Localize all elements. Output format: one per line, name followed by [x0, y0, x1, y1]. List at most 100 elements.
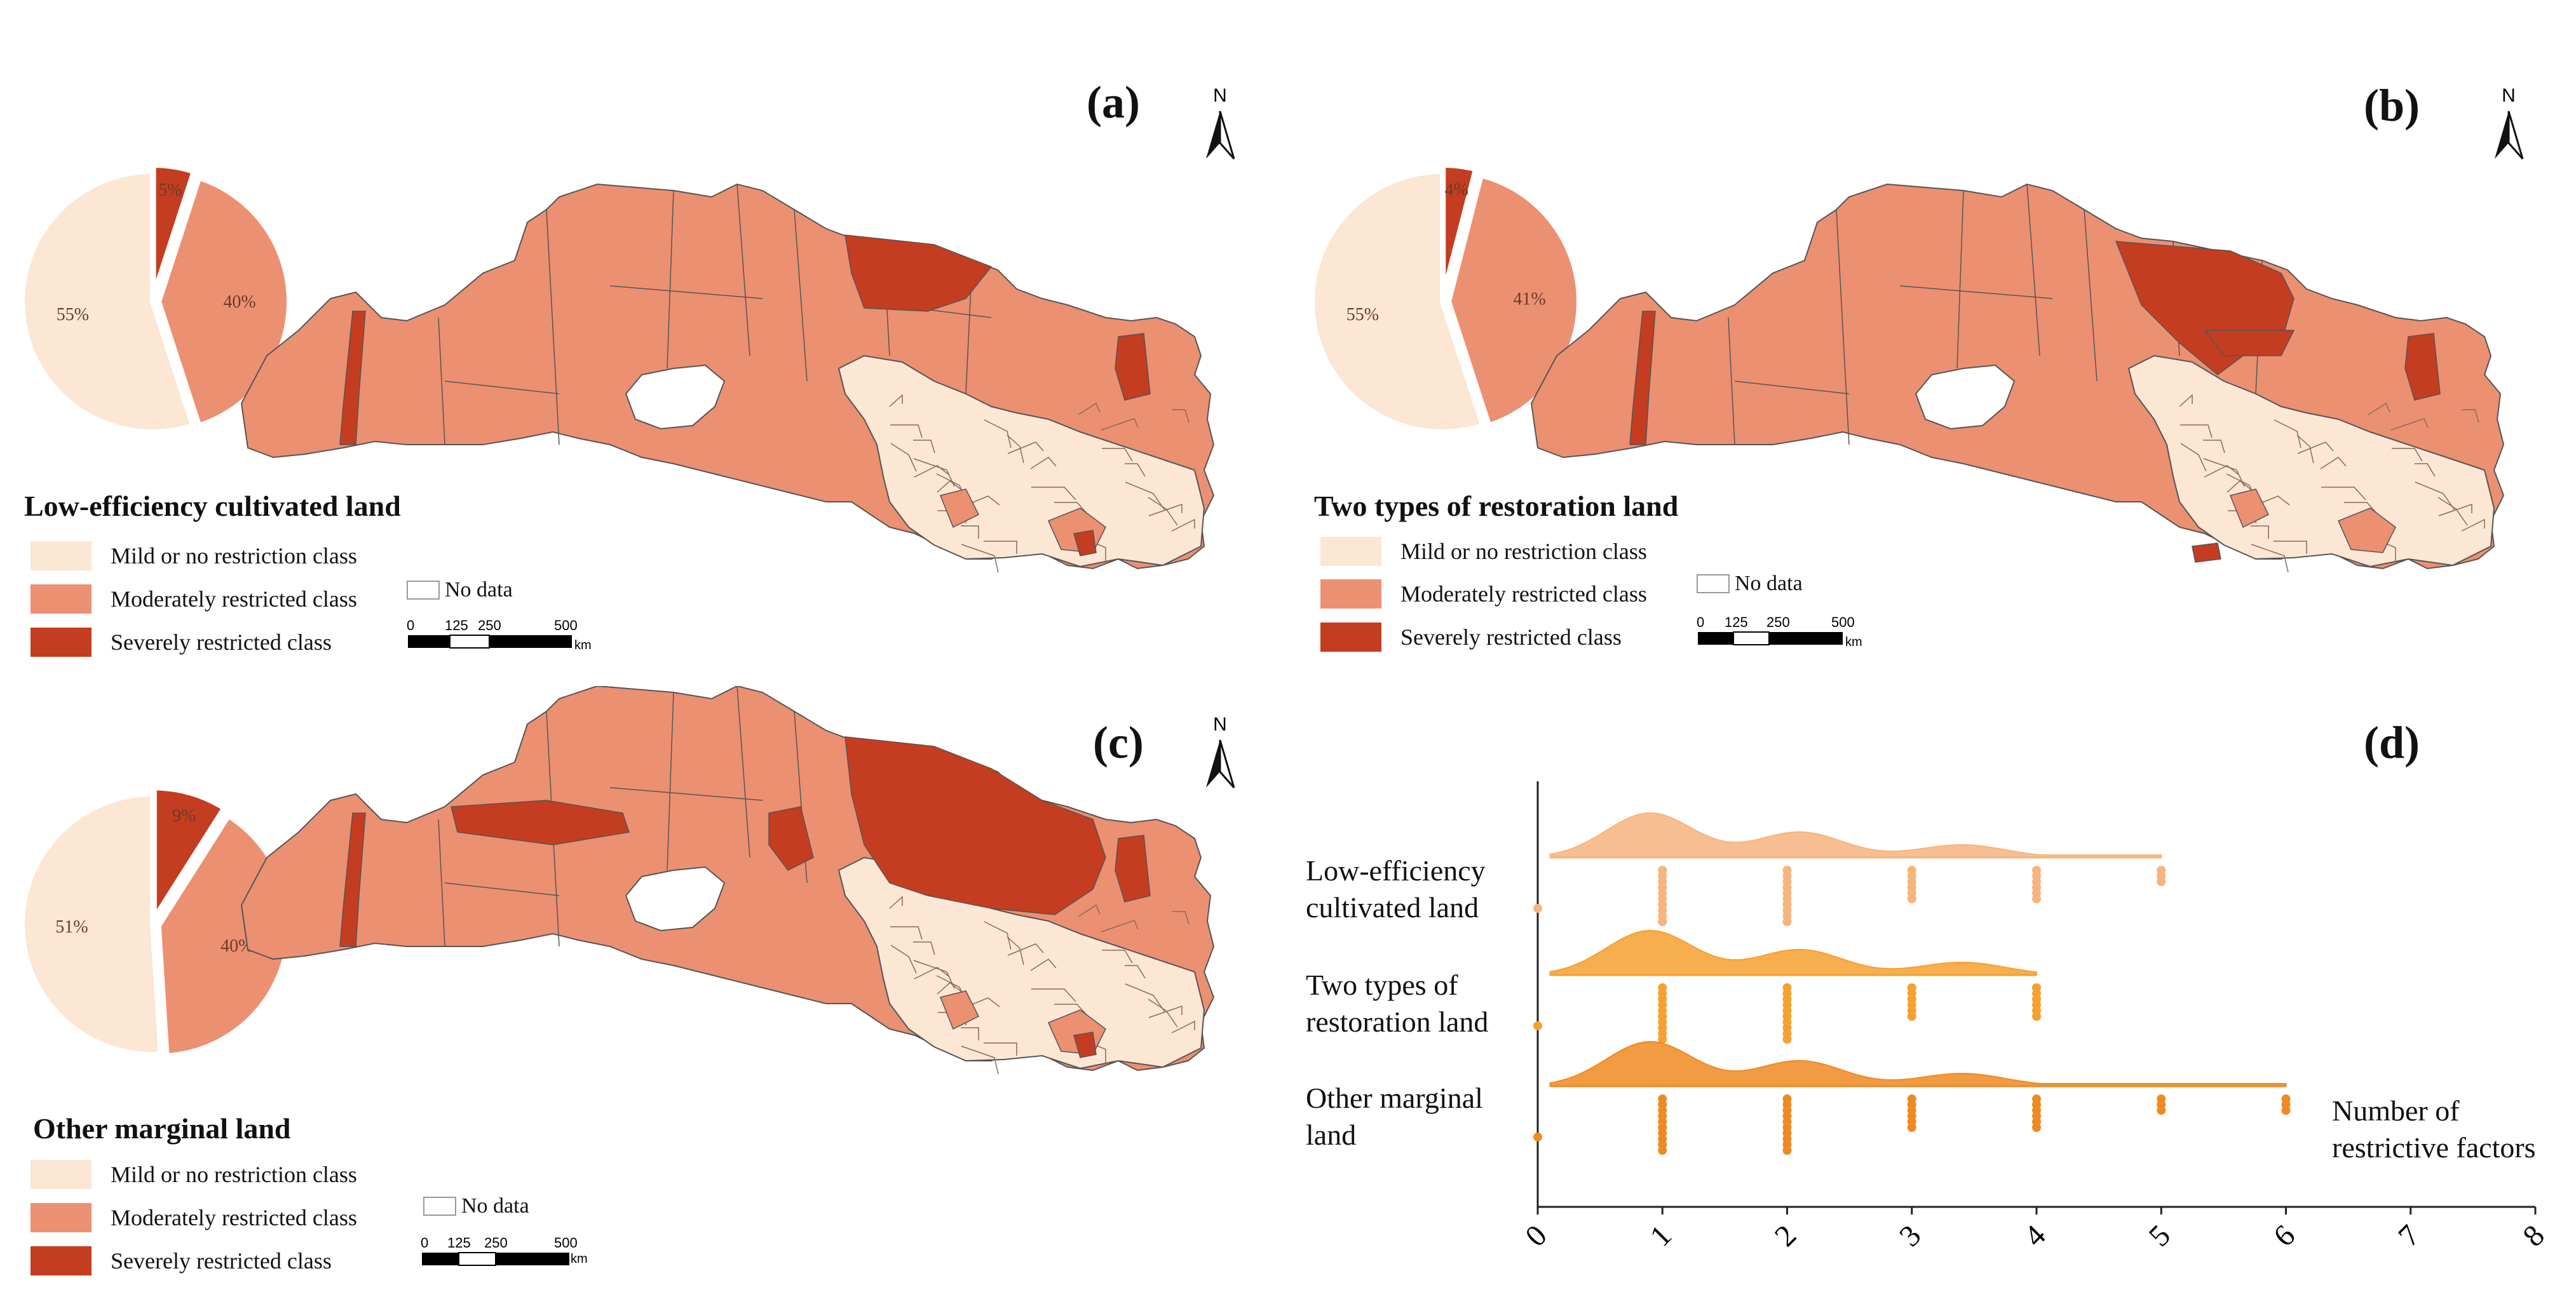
svg-text:500: 500 — [554, 617, 578, 633]
density-cloud — [1549, 929, 2037, 976]
svg-text:N: N — [2502, 85, 2516, 106]
panel-c: 9% 40% 51% N (c) Other marginal land Mild … — [0, 686, 1271, 1292]
series-2 — [1533, 929, 2041, 1044]
pie-label-severe: 4% — [1445, 180, 1468, 199]
pie-label-mild: 55% — [1346, 305, 1379, 325]
nodata-legend-c: No data — [423, 1194, 529, 1218]
rain-point — [2157, 1106, 2166, 1115]
rain-point — [1658, 1146, 1667, 1155]
pie-slice-severe — [151, 163, 197, 297]
svg-text:km: km — [571, 1252, 588, 1266]
rain-point — [1907, 1123, 1916, 1132]
scale-bar-b: 0 125 250 500 km — [1697, 614, 1862, 649]
svg-text:500: 500 — [554, 1235, 578, 1251]
map-region-b — [1530, 183, 2505, 573]
pie-slice-moderate — [1446, 172, 1582, 429]
rain-point — [1782, 917, 1792, 926]
scale-bar-c: 0 125 250 500 km — [421, 1235, 588, 1266]
x-axis-title: Number of restrictive factors — [2332, 1094, 2536, 1164]
svg-text:250: 250 — [484, 1235, 508, 1251]
pie-chart-b: 4% 41% 55% — [1310, 163, 1582, 434]
pie-chart-c: 9%40%51% — [20, 785, 292, 1059]
pie-slice-mild — [1310, 168, 1486, 434]
north-arrow-c: N — [1206, 714, 1235, 788]
pie-label-severe: 9% — [172, 806, 196, 826]
mild-zone — [2127, 354, 2495, 568]
svg-text:0: 0 — [421, 1235, 428, 1251]
rain-point — [2032, 1123, 2041, 1132]
series-1 — [1533, 812, 2166, 926]
pie-label-moderate: 40% — [223, 292, 255, 312]
pie-slice-severe — [151, 785, 228, 927]
x-tick-label: 2 — [1768, 1218, 1803, 1253]
legend-mild-c: Mild or no restriction class — [31, 1160, 357, 1189]
svg-text:km: km — [1845, 635, 1862, 649]
x-tick-label: 0 — [1519, 1218, 1553, 1253]
svg-text:0: 0 — [1697, 614, 1704, 630]
svg-text:250: 250 — [478, 617, 501, 633]
map-region-a — [240, 183, 1215, 573]
rain-point — [1533, 904, 1542, 913]
legend-severe-b: Severely restricted class — [1320, 622, 1622, 652]
pie-label-moderate: 41% — [1513, 290, 1545, 309]
series-label-1: Low-efficiency cultivated land — [1306, 854, 1486, 924]
svg-text:125: 125 — [447, 1235, 471, 1251]
rain-point — [2032, 894, 2041, 903]
density-cloud — [1549, 1040, 2287, 1087]
svg-text:km: km — [574, 638, 592, 652]
severe-strip — [339, 812, 366, 947]
nodata-legend-b: No data — [1697, 572, 1803, 596]
rain-point — [1533, 1021, 1542, 1030]
legend-severe-a: Severely restricted class — [31, 628, 332, 657]
swatch-mild — [31, 541, 92, 570]
x-tick-label: 6 — [2267, 1218, 2301, 1253]
north-arrow-b: N — [2495, 85, 2524, 159]
density-cloud — [1549, 812, 2162, 858]
nodata-area — [625, 364, 726, 430]
x-tick-label: 8 — [2516, 1218, 2551, 1253]
panel-label-b: (b) — [2364, 80, 2420, 131]
raincloud-chart: 0 1 2 3 4 5 6 7 8 — [1519, 781, 2551, 1253]
pie-slice-moderate — [156, 174, 292, 429]
x-tick-label: 3 — [1893, 1218, 1927, 1253]
map-a: 5% 40% 55% N — [20, 85, 1235, 573]
svg-text:500: 500 — [1831, 614, 1855, 630]
x-tick-label: 4 — [2017, 1218, 2052, 1253]
svg-text:250: 250 — [1766, 614, 1790, 630]
panel-label-a: (a) — [1087, 77, 1140, 128]
severe-strip — [1629, 311, 1656, 445]
x-tick-label: 7 — [2392, 1218, 2426, 1253]
north-arrow-a: N — [1206, 85, 1235, 159]
rain-point — [1907, 1012, 1916, 1021]
rain-point — [2032, 1012, 2041, 1021]
pie-slice-severe — [1441, 163, 1479, 297]
rain-point — [2157, 877, 2166, 886]
nodata-legend-a: No data — [407, 578, 513, 602]
map-b: 4% 41% 55% N — [1310, 85, 2524, 573]
panel-b: 4% 41% 55% N (b) Two types of restoration … — [1290, 0, 2576, 673]
north-label: N — [1213, 85, 1227, 106]
legend-moderate-b: Moderately restricted class — [1320, 579, 1647, 609]
svg-text:N: N — [1213, 714, 1227, 735]
rain-point — [1533, 1133, 1542, 1141]
pie-chart-a: 5% 40% 55% — [20, 163, 292, 434]
x-tick-label: 5 — [2143, 1218, 2177, 1253]
pie-slice-mild — [20, 791, 164, 1057]
series-3 — [1533, 1040, 2291, 1155]
svg-text:125: 125 — [1725, 614, 1748, 630]
legend-severe-c: Severely restricted class — [31, 1246, 332, 1275]
rain-point — [1658, 917, 1667, 926]
map-region-c — [240, 686, 1215, 1075]
nodata-area — [625, 866, 726, 932]
legend-moderate-c: Moderately restricted class — [31, 1203, 357, 1232]
panel-a: 5% 40% 55% N (a) Low-efficiency cultivated… — [0, 0, 1271, 673]
rain-point — [1907, 894, 1916, 903]
swatch-severe — [31, 628, 92, 657]
legend-mild-a: Mild or no restriction class — [31, 541, 357, 570]
rain-point — [1658, 1035, 1667, 1044]
pie-label-severe: 5% — [158, 180, 182, 200]
legend-title-a: Low-efficiency cultivated land — [24, 490, 401, 522]
pie-label-mild: 51% — [55, 917, 88, 937]
panel-d: (d) 0 1 2 3 4 5 6 7 8 Low-efficiency cultivated l… — [1290, 686, 2576, 1292]
rain-point — [2281, 1106, 2291, 1115]
